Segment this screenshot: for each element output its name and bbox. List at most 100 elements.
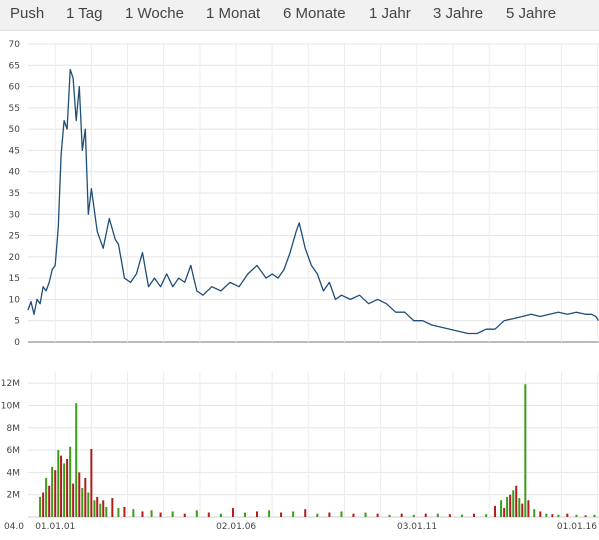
volume-bar [424, 513, 427, 517]
volume-bar [219, 513, 222, 517]
volume-bar [551, 514, 554, 517]
volume-bar [231, 508, 234, 517]
price-tick-label: 20 [9, 253, 21, 263]
tab-1-jahr[interactable]: 1 Jahr [369, 5, 411, 22]
price-tick-label: 65 [9, 61, 20, 71]
volume-bar [512, 490, 515, 517]
price-tick-label: 60 [9, 83, 21, 93]
volume-bar [183, 513, 186, 517]
volume-bar [515, 485, 518, 517]
date-x-axis: 04.0 01.01.01 02.01.06 03.01.11 01.01.16 [4, 522, 597, 532]
volume-bar [388, 514, 391, 517]
volume-tick-label: 6M [7, 446, 21, 456]
tab-5-jahre[interactable]: 5 Jahre [506, 5, 557, 22]
volume-bar [63, 463, 66, 517]
volume-bar [51, 466, 54, 517]
volume-bar [593, 514, 596, 517]
volume-bar [256, 511, 259, 517]
price-tick-label: 0 [14, 338, 20, 348]
volume-bar [39, 496, 42, 517]
volume-bar [195, 510, 198, 517]
volume-bar [518, 498, 521, 517]
volume-bar [117, 508, 120, 517]
volume-bar [584, 515, 587, 517]
tab-1-woche[interactable]: 1 Woche [125, 5, 184, 22]
volume-tick-label: 10M [1, 401, 20, 411]
date-tick-label: 03.01.11 [397, 522, 437, 532]
volume-bar [566, 513, 569, 517]
volume-bar [42, 492, 45, 517]
volume-bar [84, 477, 87, 517]
volume-tick-label: 8M [7, 424, 21, 434]
volume-bar [99, 503, 102, 517]
volume-bar [72, 483, 75, 517]
volume-bar [111, 498, 114, 517]
price-tick-label: 40 [9, 168, 21, 178]
volume-bar [316, 513, 319, 517]
volume-bar [132, 509, 135, 517]
price-tick-label: 45 [9, 146, 20, 156]
volume-bar [340, 511, 343, 517]
volume-tick-label: 2M [7, 491, 21, 501]
timeframe-tabbar: Push 1 Tag 1 Woche 1 Monat 6 Monate 1 Ja… [0, 0, 599, 31]
volume-bar [304, 509, 307, 517]
date-tick-label: 02.01.06 [216, 522, 256, 532]
volume-tick-label: 12M [1, 379, 20, 389]
volume-bar [509, 494, 512, 517]
volume-bar [102, 500, 105, 517]
price-series [27, 68, 599, 335]
volume-bar [96, 496, 99, 517]
volume-bar [524, 384, 527, 517]
volume-bar [93, 500, 96, 517]
volume-bar [539, 511, 542, 517]
volume-bar [527, 500, 530, 517]
volume-bar [545, 513, 548, 517]
volume-bar [506, 496, 509, 517]
tab-push[interactable]: Push [10, 5, 45, 22]
tab-1-monat[interactable]: 1 Monat [206, 5, 261, 22]
volume-bar [376, 513, 379, 517]
volume-bar [78, 472, 81, 517]
price-tick-label: 15 [9, 274, 20, 284]
volume-bar [57, 450, 60, 517]
volume-bar [150, 510, 153, 517]
volume-bar [105, 506, 108, 517]
volume-bar [494, 505, 497, 517]
tab-6-monate[interactable]: 6 Monate [283, 5, 346, 22]
volume-bar [171, 511, 174, 517]
volume-bar [123, 506, 126, 517]
price-tick-label: 10 [9, 295, 21, 305]
volume-bar [460, 514, 463, 517]
volume-bars [39, 384, 596, 517]
volume-bar [207, 512, 210, 517]
volume-bar [292, 511, 295, 517]
volume-bar [54, 470, 57, 517]
price-line [27, 68, 599, 335]
volume-bar [45, 477, 48, 517]
price-grid [28, 43, 599, 343]
price-tick-label: 30 [9, 210, 21, 220]
tab-3-jahre[interactable]: 3 Jahre [433, 5, 484, 22]
volume-bar [412, 514, 415, 517]
volume-bar [141, 511, 144, 517]
volume-bar [328, 512, 331, 517]
volume-bar [48, 485, 51, 517]
volume-bar [66, 459, 69, 517]
date-tick-label: 01.01.16 [557, 522, 597, 532]
volume-bar [521, 503, 524, 517]
price-tick-label: 5 [14, 317, 20, 327]
volume-bar [159, 512, 162, 517]
volume-bar [87, 492, 90, 517]
volume-bar [448, 514, 451, 517]
volume-bar [280, 512, 283, 517]
volume-bar [268, 510, 271, 517]
price-tick-label: 55 [9, 104, 20, 114]
tab-1-tag[interactable]: 1 Tag [66, 5, 103, 22]
volume-bar [90, 448, 93, 517]
date-tick-label: 04.0 [4, 522, 24, 532]
price-tick-label: 25 [9, 232, 20, 242]
volume-bar [485, 514, 488, 517]
volume-bar [81, 488, 84, 517]
volume-bar [557, 514, 560, 517]
